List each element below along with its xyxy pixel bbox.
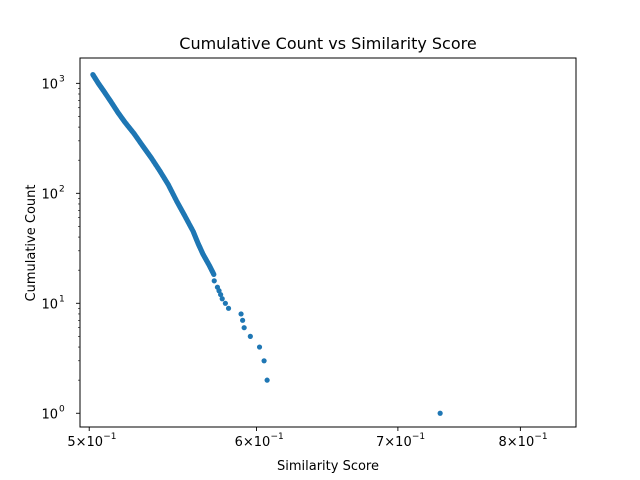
x-tick-label: 8×10: [499, 435, 535, 450]
x-tick-label: 6×10: [235, 435, 271, 450]
y-tick-label: 10: [41, 77, 58, 92]
data-point: [240, 317, 246, 323]
data-point: [247, 333, 253, 339]
plot-frame: [79, 57, 577, 428]
x-axis-label: Similarity Score: [277, 459, 379, 474]
x-tick-exponent: −1: [103, 432, 116, 442]
y-tick-exponent: 2: [59, 184, 65, 194]
y-tick-label: 10: [41, 297, 58, 312]
data-point: [219, 296, 225, 302]
data-point: [261, 358, 267, 364]
x-tick-exponent: −1: [534, 432, 547, 442]
x-tick-exponent: −1: [270, 432, 283, 442]
y-axis-label: Cumulative Count: [24, 185, 39, 302]
x-axis-ticks: 5×10 −1 6×10 −1 7×10 −1 8×10 −1: [67, 427, 548, 450]
data-point: [222, 300, 228, 306]
x-tick-label: 7×10: [376, 435, 412, 450]
data-point: [241, 325, 247, 331]
data-point: [264, 377, 270, 383]
y-tick-exponent: 1: [59, 294, 65, 304]
chart-title: Cumulative Count vs Similarity Score: [179, 34, 476, 53]
scatter-points: [90, 72, 443, 416]
data-point: [211, 278, 217, 284]
data-point: [218, 291, 224, 298]
y-tick-label: 10: [41, 407, 58, 422]
data-point: [437, 410, 443, 416]
x-tick-exponent: −1: [412, 432, 425, 442]
data-point: [225, 305, 232, 311]
y-tick-exponent: 0: [59, 404, 65, 414]
data-point: [211, 271, 217, 278]
x-tick-label: 5×10: [67, 435, 103, 450]
data-point: [256, 344, 263, 350]
data-point: [238, 311, 244, 317]
y-tick-exponent: 3: [59, 74, 65, 84]
y-tick-label: 10: [41, 187, 58, 202]
